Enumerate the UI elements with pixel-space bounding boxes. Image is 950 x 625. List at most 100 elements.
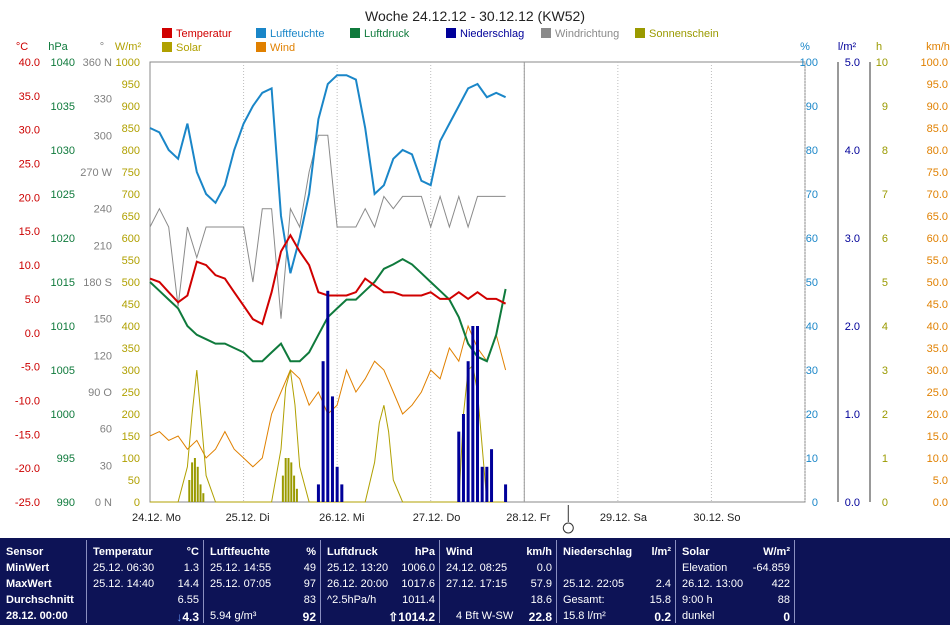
precipitation-bar bbox=[480, 466, 484, 502]
axis-tick-label: 1000 bbox=[51, 409, 75, 421]
temperature-max-value: 14.4 bbox=[177, 578, 199, 590]
axis-tick-label: 50 bbox=[806, 277, 818, 289]
sensor-label: Sensor bbox=[6, 546, 44, 558]
x-axis-labels: 24.12. Mo 25.12. Di 26.12. Mi 27.12. Do 28.1… bbox=[132, 505, 741, 534]
wind-max-time: 27.12. 17:15 bbox=[446, 578, 508, 590]
axis-tick-label: 990 bbox=[57, 497, 75, 509]
axis-tick-label: 30.0 bbox=[19, 125, 40, 137]
precipitation-sum: 15.8 l/m² bbox=[563, 610, 606, 622]
x-axis-label: 28.12. Fr bbox=[506, 512, 550, 524]
axis-tick-label: 15.0 bbox=[19, 226, 40, 238]
precipitation-unit: l/m² bbox=[651, 546, 671, 558]
axis-tick-label: 900 bbox=[122, 101, 140, 113]
humidity-min-value: 49 bbox=[303, 562, 316, 574]
x-axis-label: 26.12. Mi bbox=[319, 512, 364, 524]
axis-tick-label: 4.0 bbox=[845, 145, 860, 157]
sunshine-bar bbox=[281, 475, 284, 502]
axis-tick-label: 25.0 bbox=[927, 387, 948, 399]
axis-tick-label: 30 bbox=[806, 365, 818, 377]
axis-tick-label: 45.0 bbox=[927, 299, 948, 311]
axis-tick-label: 3 bbox=[882, 365, 888, 377]
temperature-min-value: 1.3 bbox=[183, 562, 199, 574]
axis-tick-label: 850 bbox=[122, 123, 140, 135]
pressure-min-time: 25.12. 13:20 bbox=[327, 562, 389, 574]
sunshine-bar bbox=[293, 475, 296, 502]
axis-tick-label: 35.0 bbox=[19, 91, 40, 103]
precipitation-bar bbox=[490, 449, 494, 502]
legend-label: Niederschlag bbox=[460, 28, 524, 40]
pressure-unit: hPa bbox=[414, 546, 435, 558]
axis-tick-label: -20.0 bbox=[15, 463, 40, 475]
axis-tick-label: 650 bbox=[122, 211, 140, 223]
temperature-column: Temperatur °C 25.12. 06:30 1.3 25.12. 14:4… bbox=[89, 540, 204, 624]
chart-title: Woche 24.12.12 - 30.12.12 (KW52) bbox=[365, 8, 585, 24]
trend-down-icon: ↓ bbox=[176, 610, 183, 624]
axis-tick-label: 40.0 bbox=[927, 321, 948, 333]
axis-tick-label: 40.0 bbox=[19, 57, 40, 69]
precipitation-total-value: 15.8 bbox=[649, 594, 671, 606]
axis-tick-label: 0 bbox=[812, 497, 818, 509]
axis-tick-label: 150 bbox=[122, 431, 140, 443]
solar-unit: W/m² bbox=[763, 546, 790, 558]
axis-unit-label: km/h bbox=[926, 41, 950, 53]
wind-title: Wind bbox=[446, 546, 473, 558]
axis-tick-label: 70.0 bbox=[927, 189, 948, 201]
axis-tick-label: 200 bbox=[122, 409, 140, 421]
legend-label: Luftfeuchte bbox=[270, 28, 324, 40]
solar-elevation-label: Elevation bbox=[682, 562, 728, 574]
axis-tick-label: 50.0 bbox=[927, 277, 948, 289]
min-label: MinWert bbox=[6, 562, 50, 574]
pressure-trend: ^2.5hPa/h bbox=[327, 594, 377, 606]
axis-tick-label: 30.0 bbox=[927, 365, 948, 377]
axis-tick-label: 0.0 bbox=[845, 497, 860, 509]
axis-unit-label: ° bbox=[100, 41, 104, 53]
solar-current: 0 bbox=[783, 610, 790, 624]
axis-tick-label: 60 bbox=[100, 424, 112, 436]
axis-tick-label: 270 W bbox=[80, 167, 112, 179]
axis-tick-label: 400 bbox=[122, 321, 140, 333]
axis-tick-label: -25.0 bbox=[15, 497, 40, 509]
sunshine-bar bbox=[295, 488, 298, 502]
precipitation-max-value: 2.4 bbox=[655, 578, 671, 590]
axis-tick-label: 25.0 bbox=[19, 159, 40, 171]
axis-tick-label: 0 bbox=[882, 497, 888, 509]
axis-tick-label: 100 bbox=[122, 453, 140, 465]
humidity-avg: 83 bbox=[303, 594, 316, 606]
axis-tick-label: 55.0 bbox=[927, 255, 948, 267]
axis-tick-label: 90.0 bbox=[927, 101, 948, 113]
axis-tick-label: 1015 bbox=[51, 277, 75, 289]
axis-tick-label: 1025 bbox=[51, 189, 75, 201]
sunshine-bar bbox=[287, 458, 290, 502]
axis-tick-label: 1020 bbox=[51, 233, 75, 245]
wind-avg: 18.6 bbox=[530, 594, 552, 606]
humidity-max-time: 25.12. 07:05 bbox=[210, 578, 272, 590]
temperature-current: 4.3 bbox=[182, 610, 199, 624]
sunshine-bar bbox=[284, 458, 287, 502]
axis-tick-label: 8 bbox=[882, 145, 888, 157]
axis-tick-label: 40 bbox=[806, 321, 818, 333]
wind-current: 22.8 bbox=[528, 610, 552, 624]
solar-status: dunkel bbox=[682, 610, 715, 622]
clock-icon bbox=[562, 522, 574, 534]
pressure-min-value: 1006.0 bbox=[401, 562, 435, 574]
solar-elevation-value: -64.859 bbox=[752, 562, 790, 574]
humidity-max-value: 97 bbox=[303, 578, 316, 590]
axis-tick-label: 30 bbox=[100, 460, 112, 472]
legend-swatch bbox=[635, 28, 645, 38]
precipitation-bar bbox=[330, 396, 334, 502]
legend-swatch bbox=[162, 28, 172, 38]
axis-tick-label: 450 bbox=[122, 299, 140, 311]
axis-tick-label: 60 bbox=[806, 233, 818, 245]
axis-tick-label: 120 bbox=[94, 350, 112, 362]
max-label: MaxWert bbox=[6, 578, 52, 590]
axis-tick-label: 100 bbox=[800, 57, 818, 69]
current-date: 28.12. 00:00 bbox=[6, 610, 68, 622]
precipitation-bar bbox=[504, 484, 508, 502]
axis-tick-label: 5.0 bbox=[25, 294, 40, 306]
axis-tick-label: 90 O bbox=[88, 387, 112, 399]
pressure-max-value: 1017.6 bbox=[401, 578, 435, 590]
precipitation-current: 0.2 bbox=[654, 610, 671, 624]
humidity-min-time: 25.12. 14:55 bbox=[210, 562, 272, 574]
series bbox=[149, 74, 508, 503]
legend-swatch bbox=[350, 28, 360, 38]
